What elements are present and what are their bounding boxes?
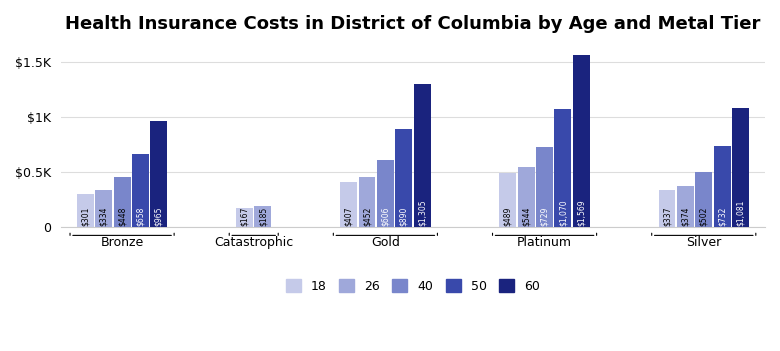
Text: $1,070: $1,070 <box>558 199 567 226</box>
Bar <box>132 154 149 227</box>
Bar <box>236 208 253 227</box>
Text: $448: $448 <box>118 206 126 226</box>
Bar <box>377 160 394 227</box>
Bar <box>77 194 94 227</box>
Title: Health Insurance Costs in District of Columbia by Age and Metal Tier: Health Insurance Costs in District of Co… <box>66 15 760 33</box>
Text: $374: $374 <box>681 206 690 226</box>
Text: $1,305: $1,305 <box>417 199 427 226</box>
Bar <box>536 147 553 227</box>
Bar <box>413 84 431 227</box>
Bar <box>254 206 271 227</box>
Bar <box>695 172 712 227</box>
Bar <box>340 182 357 227</box>
Text: $502: $502 <box>699 206 708 226</box>
Bar <box>395 129 412 227</box>
Bar <box>114 178 130 227</box>
Bar <box>151 121 167 227</box>
Bar <box>573 54 590 227</box>
Text: $301: $301 <box>81 206 90 226</box>
Bar <box>714 146 731 227</box>
Bar <box>658 190 675 227</box>
Bar <box>677 186 694 227</box>
Bar <box>732 108 749 227</box>
Text: $337: $337 <box>662 206 672 226</box>
Bar <box>359 177 375 227</box>
Text: $732: $732 <box>718 206 727 226</box>
Text: $729: $729 <box>540 206 549 226</box>
Legend: 18, 26, 40, 50, 60: 18, 26, 40, 50, 60 <box>279 273 546 299</box>
Bar <box>499 173 516 227</box>
Text: $1,569: $1,569 <box>576 199 586 226</box>
Text: $890: $890 <box>399 206 408 226</box>
Text: $407: $407 <box>344 206 353 226</box>
Text: $606: $606 <box>381 206 390 226</box>
Bar <box>518 167 534 227</box>
Text: $544: $544 <box>522 206 530 226</box>
Text: $334: $334 <box>99 206 108 226</box>
Text: $965: $965 <box>154 206 163 226</box>
Bar <box>95 190 112 227</box>
Text: $1,081: $1,081 <box>736 199 745 226</box>
Text: $185: $185 <box>258 206 268 226</box>
Text: $658: $658 <box>136 206 145 226</box>
Text: $452: $452 <box>363 206 371 226</box>
Text: $489: $489 <box>503 206 512 226</box>
Bar <box>555 109 572 227</box>
Text: $167: $167 <box>240 206 249 226</box>
